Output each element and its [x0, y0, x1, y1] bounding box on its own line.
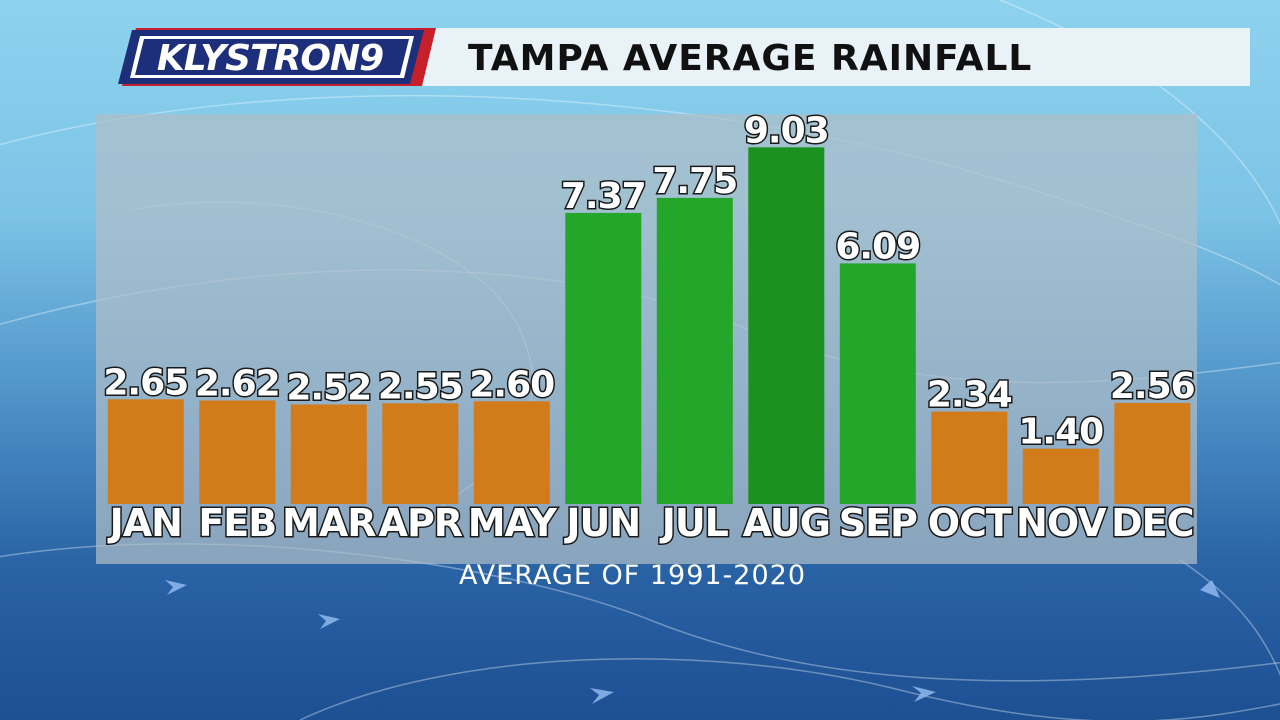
month-label-jun: JUN — [563, 501, 640, 545]
value-label-feb: 2.62 — [195, 364, 280, 405]
month-label-jul: JUL — [659, 501, 729, 545]
svg-text:KLYSTRON9: KLYSTRON9 — [157, 38, 383, 79]
bar-feb — [199, 400, 276, 504]
value-label-jan: 2.65 — [103, 362, 188, 403]
month-label-feb: FEB — [198, 501, 276, 545]
value-label-apr: 2.55 — [378, 366, 463, 407]
bar-aug — [748, 147, 825, 505]
bar-may — [473, 401, 550, 504]
bar-jun — [565, 212, 642, 504]
logo-brand-name: KLYSTRON — [157, 38, 360, 79]
value-label-dec: 2.56 — [1110, 366, 1195, 407]
month-label-nov: NOV — [1016, 501, 1107, 545]
month-label-dec: DEC — [1111, 501, 1193, 545]
value-label-jul: 7.75 — [652, 161, 737, 202]
value-label-sep: 6.09 — [835, 226, 920, 267]
bar-oct — [931, 411, 1008, 504]
bar-sep — [839, 263, 916, 504]
month-label-may: MAY — [468, 501, 558, 545]
value-label-nov: 1.40 — [1018, 412, 1103, 453]
rainfall-bar-chart: 2.65 JAN 2.62 FEB 2.52 MAR 2.55 APR 2.60 MAY 7.37 J… — [102, 114, 1197, 547]
value-label-mar: 2.52 — [286, 368, 371, 409]
bar-jul — [656, 197, 733, 504]
month-label-apr: APR — [379, 501, 463, 545]
klystron9-logo: KLYSTRON9 — [118, 28, 436, 86]
bar-jan — [107, 399, 184, 504]
value-label-oct: 2.34 — [927, 375, 1012, 416]
value-label-may: 2.60 — [469, 364, 554, 405]
month-label-oct: OCT — [928, 501, 1012, 545]
chart-panel: 2.65 JAN 2.62 FEB 2.52 MAR 2.55 APR 2.60 MAY 7.37 J… — [96, 114, 1197, 564]
bar-apr — [382, 403, 459, 504]
value-label-aug: 9.03 — [744, 114, 829, 151]
chart-footnote: AVERAGE OF 1991-2020 — [458, 560, 807, 591]
header-bar — [400, 28, 1250, 86]
header-title: TAMPA AVERAGE RAINFALL — [468, 38, 1033, 79]
bar-nov — [1022, 448, 1099, 504]
month-label-jan: JAN — [107, 501, 182, 545]
bar-dec — [1114, 402, 1191, 504]
value-label-jun: 7.37 — [561, 176, 646, 217]
logo-brand-number: 9 — [359, 38, 383, 79]
month-label-sep: SEP — [839, 501, 917, 545]
month-label-aug: AUG — [743, 501, 830, 545]
bar-mar — [290, 404, 367, 504]
month-label-mar: MAR — [282, 501, 376, 545]
